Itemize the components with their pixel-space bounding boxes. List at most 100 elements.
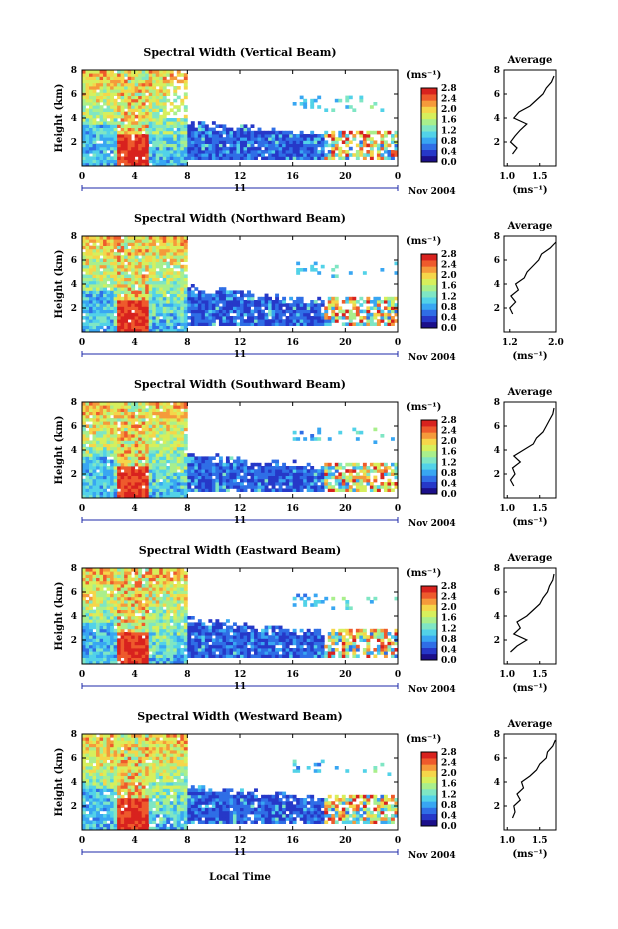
heatmap-cell [359,130,364,135]
heatmap-cell [134,641,139,646]
heatmap-cell [103,609,107,614]
heatmap-cell [183,92,188,96]
heatmap-cell [159,108,164,112]
heatmap-cell [285,309,290,314]
heatmap-cell [208,309,213,314]
heatmap-cell [92,478,97,483]
heatmap-cell [85,95,90,100]
heatmap-cell [159,118,164,122]
heatmap-cell [383,485,388,489]
heatmap-cell [141,488,146,492]
heatmap-cell [145,430,150,435]
heatmap-cell [155,402,160,406]
heatmap-cell [327,485,332,489]
heatmap-cell [99,424,104,428]
heatmap-cell [92,89,97,93]
heatmap-cell [127,150,132,154]
heatmap-cell [292,478,297,483]
heatmap-cell [282,153,287,157]
heatmap-cell [127,290,132,294]
heatmap-cell [138,625,143,630]
heatmap-cell [141,443,146,448]
heatmap-cell [352,322,357,326]
heatmap-cell [113,111,118,116]
heatmap-cell [145,638,150,642]
heatmap-cell [176,434,181,438]
heatmap-cell [103,408,107,412]
heatmap-cell [141,322,146,326]
heatmap-cell [103,70,107,74]
heatmap-cell [148,411,153,416]
heatmap-cell [145,609,150,614]
heatmap-cell [138,108,143,112]
heatmap-cell [110,424,114,428]
heatmap-cell [127,628,132,633]
average-y-tick-label: 6 [494,90,500,100]
heatmap-cell [247,134,251,138]
heatmap-cell [169,255,174,259]
heatmap-cell [366,296,371,301]
heatmap-cell [348,146,353,151]
heatmap-cell [145,159,150,164]
heatmap-cell [320,466,325,470]
colorbar-tick-label: 1.2 [441,458,457,468]
heatmap-cell [222,462,227,467]
heatmap-cell [141,405,146,409]
heatmap-cell [131,427,136,432]
heatmap-cell [131,657,136,662]
heatmap-cell [180,446,185,451]
heatmap-cell [113,252,118,256]
heatmap-cell [166,284,171,288]
heatmap-cell [211,293,216,298]
heatmap-cell [92,574,97,578]
colorbar-tick-label: 2.0 [441,105,457,115]
heatmap-cell [194,312,199,317]
heatmap-cell [155,105,160,109]
heatmap-cell [124,127,129,132]
heatmap-cell [141,482,146,486]
heatmap-cell [96,648,100,652]
heatmap-cell [127,635,132,639]
heatmap-cell [141,98,146,103]
heatmap-cell [338,475,343,480]
heatmap-cell [131,584,136,588]
heatmap-cell [166,137,171,141]
heatmap-cell [110,654,114,658]
heatmap-cell [257,137,262,141]
heatmap-cell [96,290,100,294]
heatmap-cell [232,293,237,298]
heatmap-cell [152,114,157,119]
heatmap-cell [138,328,143,333]
heatmap-cell [313,482,318,486]
heatmap-cell [173,440,178,444]
heatmap-cell [124,277,129,282]
heatmap-cell [331,316,336,320]
heatmap-cell [127,82,132,87]
heatmap-cell [317,306,322,310]
heatmap-cell [96,98,100,103]
heatmap-cell [180,252,185,256]
heatmap-cell [85,325,90,330]
heatmap-cell [89,312,93,317]
heatmap-cell [190,453,195,457]
heatmap-cell [92,472,97,476]
average-x-tick-label: 2.0 [548,338,564,348]
heatmap-cell [155,446,160,451]
heatmap-cell [92,430,97,435]
heatmap-cell [194,316,199,320]
heatmap-cell [131,488,136,492]
heatmap-cell [141,609,146,614]
heatmap-cell [82,95,86,100]
heatmap-cell [197,127,202,132]
heatmap-cell [103,76,107,80]
heatmap-cell [162,242,167,246]
heatmap-cell [159,73,164,77]
heatmap-cell [141,277,146,282]
heatmap-cell [390,462,395,467]
heatmap-cell [166,421,171,425]
heatmap-cell [173,156,178,160]
heatmap-cell [275,156,280,160]
heatmap-cell [341,322,346,326]
heatmap-cell [369,300,374,304]
heatmap-cell [225,306,230,310]
